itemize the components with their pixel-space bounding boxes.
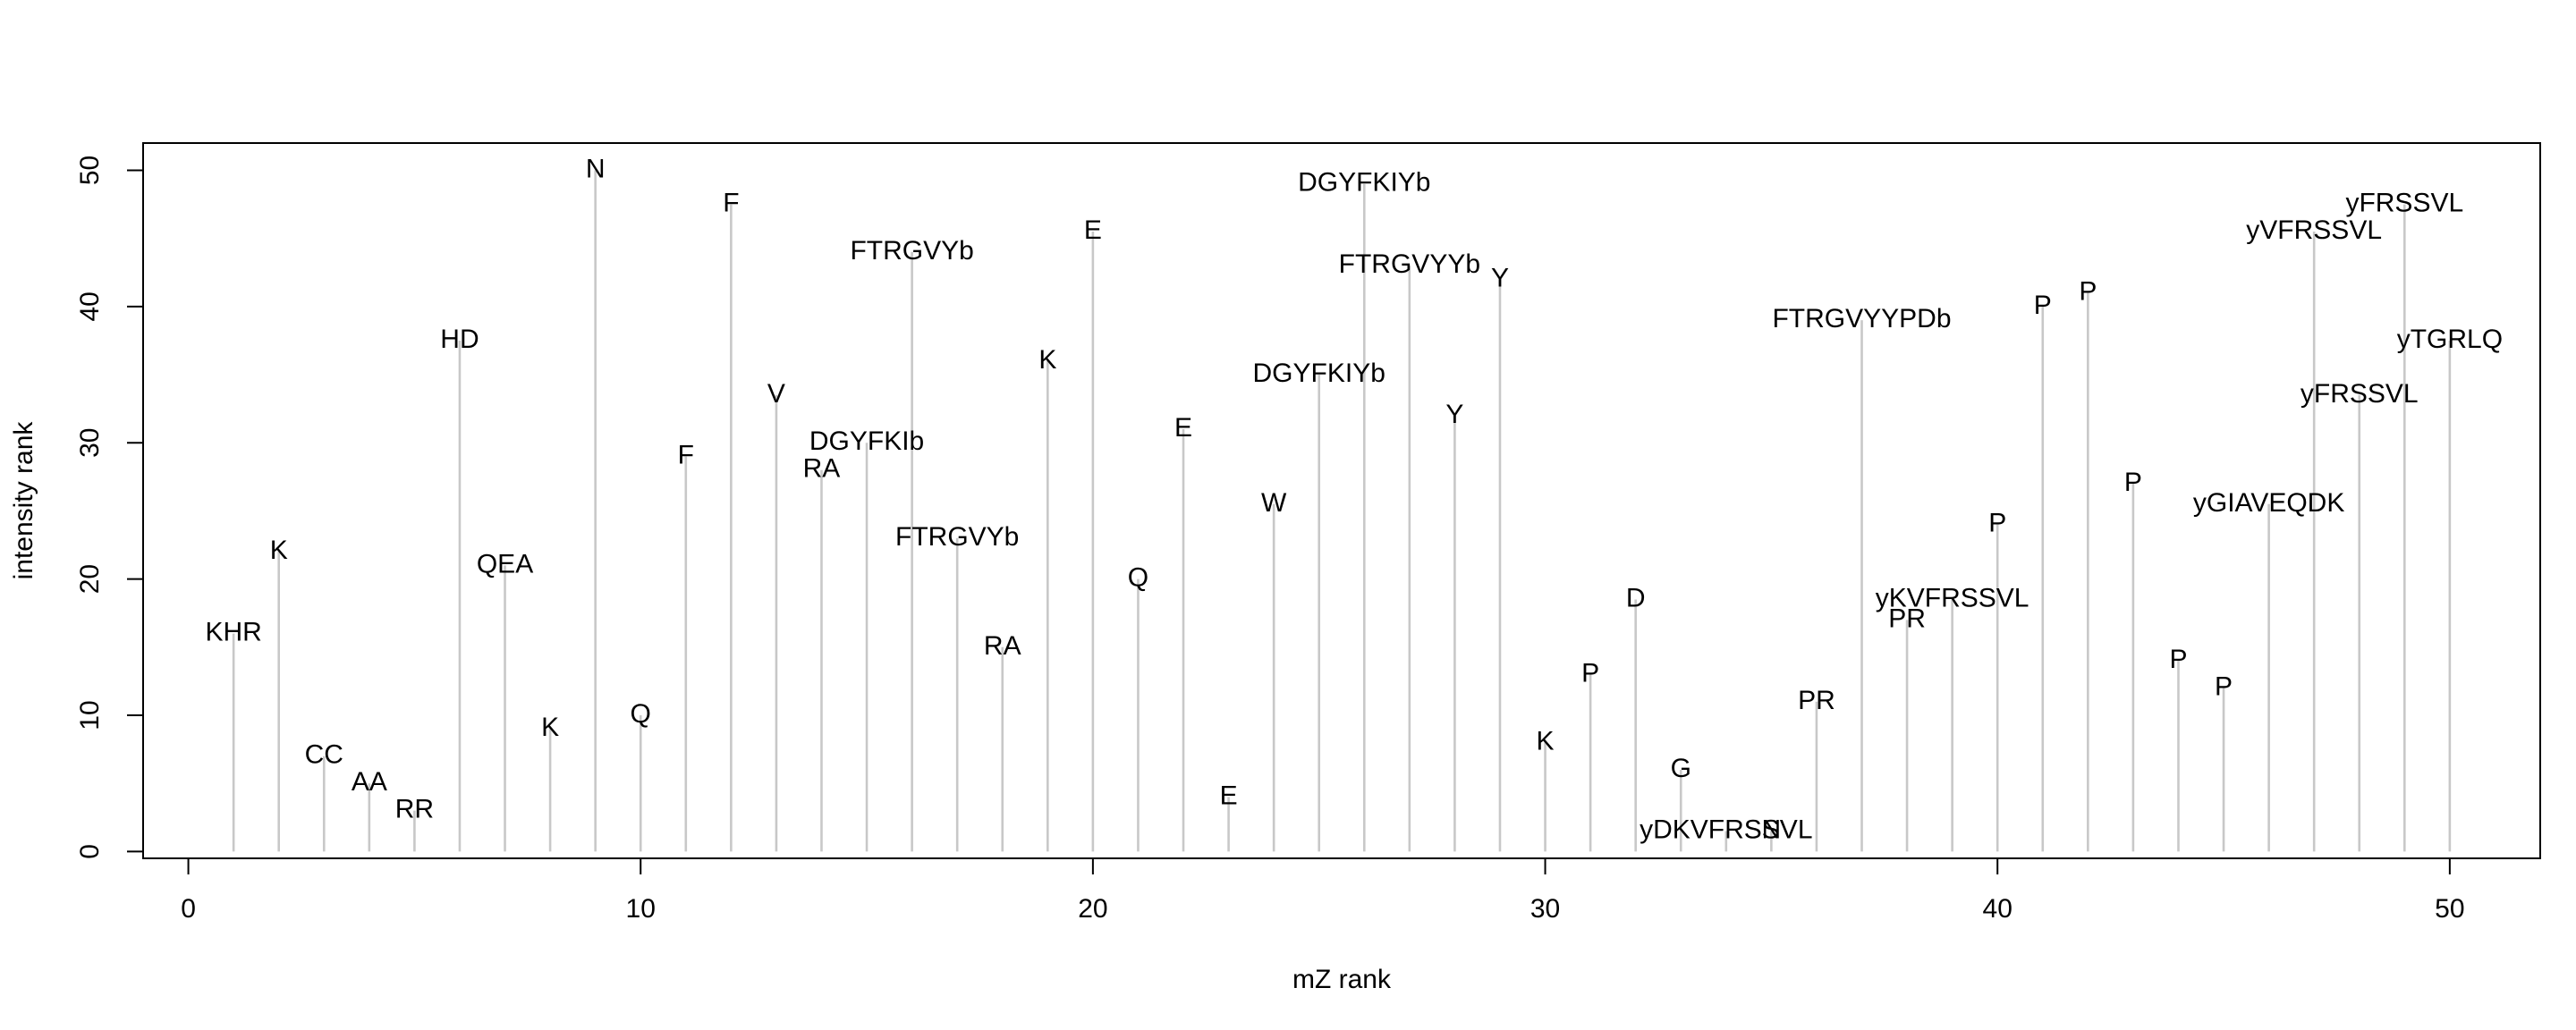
peak-label-49: yFRSSVL [2345, 189, 2463, 218]
peak-label-8: K [541, 713, 559, 742]
x-tick-label-30: 30 [1530, 894, 1560, 924]
x-tick-label-40: 40 [1983, 894, 2012, 924]
peak-label-46: yGIAVEQDK [2193, 488, 2344, 518]
y-tick-label-10: 10 [75, 700, 105, 730]
peak-label-45: P [2215, 672, 2233, 702]
peak-label-35: N [1762, 815, 1782, 845]
peak-label-34: yDKVFRSSVL [1640, 815, 1812, 845]
peak-label-20: E [1084, 215, 1102, 245]
peak-label-29: Y [1491, 263, 1509, 292]
x-axis: 0 10 20 30 40 50 [181, 857, 2465, 924]
peak-label-38: PR [1888, 604, 1926, 633]
peak-label-33: G [1671, 754, 1691, 783]
peak-label-36: PR [1798, 686, 1835, 715]
peak-label-17: FTRGVYb [895, 522, 1019, 552]
x-tick-label-50: 50 [2435, 894, 2464, 924]
peak-label-9: N [586, 154, 606, 183]
peak-label-50: yTGRLQ [2397, 325, 2503, 354]
y-tick-label-50: 50 [75, 156, 105, 185]
peak-label-23: E [1220, 781, 1238, 810]
peak-label-12: F [723, 189, 739, 218]
peak-label-31: P [1581, 658, 1599, 688]
peak-label-14: RA [803, 454, 841, 484]
peak-labels-group: KHRKCCAARRHDQEAKNQFFVRADGYFKIbFTRGVYbFTR… [205, 154, 2503, 844]
y-axis: 0 10 20 30 40 50 [75, 156, 144, 859]
peak-label-5: RR [395, 795, 434, 824]
peak-label-16: FTRGVYb [850, 236, 973, 266]
peak-label-43: P [2124, 468, 2142, 497]
peak-label-4: AA [352, 767, 387, 797]
x-tick-label-0: 0 [181, 894, 196, 924]
peak-label-21: Q [1128, 563, 1148, 593]
y-tick-label-20: 20 [75, 564, 105, 594]
peak-label-37: FTRGVYYPDb [1772, 304, 1951, 333]
x-axis-title: mZ rank [1292, 965, 1392, 994]
peak-label-13: V [767, 379, 785, 409]
peak-label-6: HD [440, 325, 479, 354]
peak-label-39: yKVFRSSVL [1876, 583, 2029, 612]
peak-label-26: DGYFKIYb [1298, 168, 1430, 198]
peak-label-10: Q [631, 699, 651, 729]
peak-label-47: yVFRSSVL [2246, 215, 2382, 245]
y-tick-label-0: 0 [75, 844, 105, 859]
peak-label-3: CC [305, 740, 343, 770]
stems-group [232, 170, 2452, 852]
peak-label-40: P [1988, 509, 2006, 538]
peak-label-27: FTRGVYYb [1339, 249, 1480, 279]
peak-label-2: K [270, 536, 288, 565]
peak-label-19: K [1038, 345, 1056, 375]
peak-label-42: P [2079, 277, 2097, 307]
peak-label-25: DGYFKIYb [1253, 359, 1385, 388]
peak-label-28: Y [1445, 400, 1463, 429]
peak-label-1: KHR [205, 618, 261, 647]
peak-label-11: F [678, 440, 694, 469]
peak-label-48: yFRSSVL [2301, 379, 2419, 409]
peak-label-24: W [1261, 488, 1287, 518]
peak-label-41: P [2034, 291, 2052, 320]
peak-label-7: QEA [477, 549, 533, 578]
y-axis-title: intensity rank [9, 421, 38, 580]
y-tick-label-30: 30 [75, 428, 105, 458]
peak-label-32: D [1626, 583, 1646, 612]
peak-label-22: E [1174, 413, 1192, 443]
x-tick-label-10: 10 [626, 894, 656, 924]
peak-label-44: P [2169, 645, 2187, 674]
peak-label-15: DGYFKIb [809, 426, 924, 456]
y-tick-label-40: 40 [75, 291, 105, 321]
peak-label-18: RA [984, 631, 1021, 661]
peak-label-30: K [1537, 726, 1555, 756]
x-tick-label-20: 20 [1078, 894, 1107, 924]
